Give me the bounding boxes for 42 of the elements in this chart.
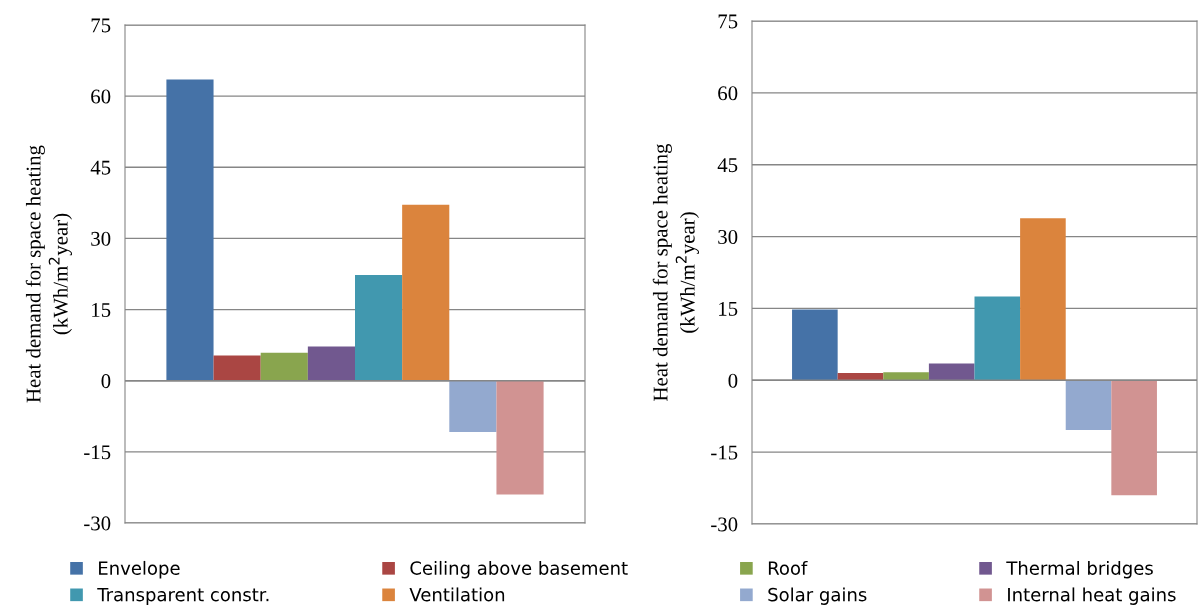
bar bbox=[837, 373, 884, 381]
y-tick-label: 60 bbox=[91, 89, 111, 104]
bar bbox=[449, 380, 497, 432]
y-tick-label: 15 bbox=[92, 303, 111, 317]
bar bbox=[792, 309, 838, 381]
y-tick-label: -15 bbox=[711, 445, 738, 460]
y-tick-label: 75 bbox=[718, 14, 738, 29]
bar bbox=[166, 79, 214, 381]
legend-label: Solar gains bbox=[768, 587, 867, 605]
bar bbox=[355, 274, 403, 381]
legend-label: Envelope bbox=[99, 560, 180, 579]
bar bbox=[307, 346, 355, 381]
bar bbox=[260, 352, 308, 381]
bar bbox=[883, 372, 929, 381]
y-tick-label: 30 bbox=[718, 229, 738, 244]
y-tick-label: 45 bbox=[90, 160, 111, 175]
y-tick-label: -15 bbox=[84, 445, 111, 460]
bar bbox=[496, 380, 544, 495]
bar bbox=[1065, 380, 1112, 431]
y-tick-label: -30 bbox=[84, 516, 111, 531]
y-tick-label: 0 bbox=[101, 374, 111, 389]
bar bbox=[402, 204, 450, 381]
bar bbox=[1111, 380, 1157, 496]
legend-label: Ceiling above basement bbox=[410, 560, 628, 579]
y-axis-title: Heat demand for space heating (kWh/m$^{2}$year) bbox=[652, 143, 699, 401]
y-tick-label: 60 bbox=[718, 86, 738, 101]
bar bbox=[974, 296, 1021, 381]
y-tick-label: 15 bbox=[719, 301, 738, 316]
legend-label: Thermal bridges bbox=[1006, 560, 1153, 579]
legend-label: Internal heat gains bbox=[1008, 587, 1176, 605]
y-tick-label: 30 bbox=[91, 231, 111, 246]
y-tick-label: -30 bbox=[711, 517, 738, 532]
legend-label: Roof bbox=[768, 560, 808, 575]
legend-label: Ventilation bbox=[409, 587, 505, 602]
y-axis-title: Heat demand for space heating (kWh/m$^{2}$year) bbox=[25, 145, 72, 403]
legend-label: Transparent constr. bbox=[97, 587, 269, 605]
y-tick-label: 45 bbox=[717, 158, 738, 173]
bar bbox=[1020, 218, 1066, 381]
bar bbox=[928, 363, 975, 381]
bar bbox=[213, 355, 261, 381]
y-tick-label: 75 bbox=[91, 18, 111, 33]
y-tick-label: 0 bbox=[728, 373, 738, 388]
